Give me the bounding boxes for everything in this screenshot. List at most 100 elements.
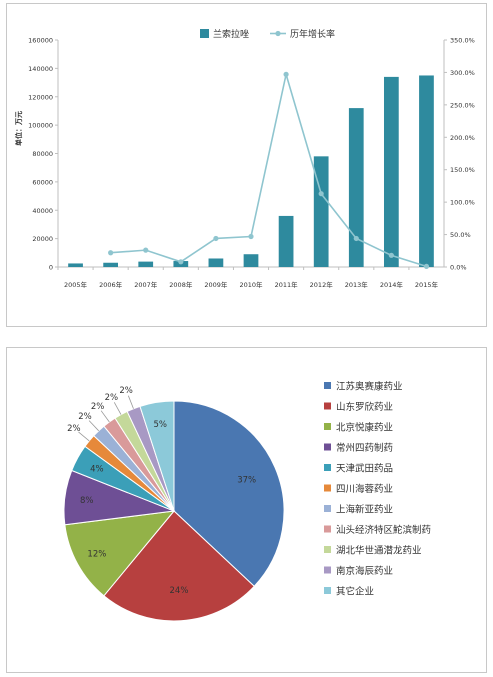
y2-tick-label: 150.0% [450, 166, 475, 174]
y-tick-label: 120000 [28, 93, 53, 101]
pie-data-label: 12% [87, 549, 106, 559]
legend-label-line: 历年增长率 [290, 28, 335, 40]
pie-data-label: 5% [153, 420, 167, 430]
y-tick-label: 80000 [32, 150, 53, 158]
pie-leader-line [127, 395, 134, 409]
legend-label-6: 上海新亚药业 [336, 504, 393, 516]
growth-rate-point [283, 71, 289, 77]
pie-leader-line [78, 431, 90, 442]
legend-swatch-3 [324, 443, 331, 451]
pie-data-label: 37% [237, 476, 256, 486]
legend-label-5: 四川海蓉药业 [336, 483, 393, 495]
legend-label-1: 山东罗欣药业 [336, 401, 393, 413]
x-tick-label: 2011年 [275, 280, 299, 289]
legend-swatch-5 [324, 484, 331, 492]
x-tick-label: 2015年 [415, 280, 439, 289]
y-tick-label: 160000 [28, 37, 53, 45]
pie-data-label: 24% [170, 586, 189, 596]
y2-tick-label: 200.0% [450, 134, 475, 142]
legend-swatch-9 [324, 566, 331, 574]
growth-rate-point [318, 191, 324, 197]
y2-tick-label: 250.0% [450, 101, 475, 109]
bar-2011年 [278, 215, 294, 267]
legend-label-4: 天津武田药品 [336, 463, 393, 475]
legend-swatch-8 [324, 546, 331, 553]
pie-chart-panel: 37% 24% 12% 8% 4% 2% 2% 2% 2% 2% 5% 江苏奥赛康药业 山东罗欣药业 北京… [6, 347, 487, 673]
bar-line-chart: 0 20000 40000 60000 80000 100000 120000 140000 1… [14, 28, 475, 289]
y-tick-label: 0 [49, 264, 53, 272]
growth-rate-point [143, 247, 149, 253]
growth-rate-point [178, 259, 184, 265]
pie-slice-0 [173, 400, 285, 588]
bar-2014年 [383, 76, 399, 267]
legend-label-7: 汕头经济特区鮀滨制药 [336, 524, 431, 536]
legend-swatch-1 [324, 402, 331, 410]
y2-tick-label: 100.0% [450, 199, 475, 207]
pie-data-label: 2% [91, 402, 105, 412]
legend-label-10: 其它企业 [336, 586, 374, 598]
pie-slice-10 [139, 400, 175, 512]
growth-rate-point [108, 250, 114, 256]
bar-2013年 [348, 108, 364, 267]
bar-2010年 [243, 254, 259, 267]
x-tick-label: 2013年 [345, 280, 369, 289]
legend-swatch-bar [200, 29, 209, 38]
pie-leader-line [100, 410, 110, 423]
pie-slice-1 [103, 510, 255, 622]
x-tick-label: 2007年 [134, 280, 158, 289]
bar-line-chart-panel: 0 20000 40000 60000 80000 100000 120000 140000 1… [6, 3, 487, 327]
legend-swatch-10 [324, 587, 331, 594]
legend-label-8: 湖北华世通潜龙药业 [336, 545, 422, 557]
legend-swatch-4 [324, 464, 331, 471]
pie-data-label: 2% [78, 412, 92, 422]
y-tick-label: 60000 [32, 178, 53, 186]
pie-slice-2 [64, 510, 176, 597]
bar-2009年 [208, 258, 224, 267]
y2-tick-label: 350.0% [450, 37, 475, 45]
pie-chart: 37%24%12%8%4%2%2%2%2%2%5%江苏奥赛康药业山东罗欣药业北京… [63, 381, 431, 622]
y2-tick-label: 50.0% [450, 231, 471, 239]
bar-2012年 [313, 156, 329, 267]
pie-data-label: 8% [80, 496, 94, 506]
x-tick-label: 2014年 [380, 280, 404, 289]
legend-label-bar: 兰索拉唑 [213, 28, 249, 40]
growth-rate-point [353, 235, 359, 242]
pie-data-label: 2% [119, 386, 133, 396]
y-tick-label: 100000 [28, 122, 53, 130]
legend-label-0: 江苏奥赛康药业 [336, 381, 403, 393]
pie-data-label: 4% [90, 465, 104, 475]
bar-2007年 [138, 261, 154, 267]
bar-2015年 [419, 75, 434, 267]
legend-swatch-0 [324, 382, 331, 389]
legend-swatch-6 [324, 505, 331, 512]
x-tick-label: 2009年 [204, 280, 228, 289]
x-tick-label: 2005年 [64, 280, 88, 289]
y-tick-label: 20000 [32, 235, 53, 243]
y-axis-title: 单位：万元 [14, 111, 23, 146]
legend-label-9: 南京海辰药业 [336, 565, 393, 577]
y-tick-label: 140000 [28, 65, 53, 73]
y2-tick-label: 0.0% [450, 264, 467, 272]
x-tick-label: 2012年 [310, 280, 334, 289]
y-tick-label: 40000 [32, 207, 53, 215]
x-tick-label: 2008年 [169, 280, 193, 289]
bar-2005年 [68, 263, 83, 267]
legend-swatch-marker [275, 30, 281, 37]
bar-2006年 [103, 262, 119, 267]
legend-swatch-2 [324, 423, 331, 430]
y2-tick-label: 300.0% [450, 69, 475, 77]
growth-rate-point [213, 235, 219, 242]
legend-label-2: 北京悦康药业 [336, 422, 393, 434]
legend-swatch-7 [324, 525, 331, 533]
growth-rate-point [388, 252, 394, 258]
legend-label-3: 常州四药制药 [336, 442, 393, 454]
pie-data-label: 2% [105, 393, 119, 403]
x-tick-label: 2006年 [99, 280, 123, 289]
pie-leader-line [113, 402, 122, 415]
x-tick-label: 2010年 [239, 280, 263, 289]
pie-leader-line [88, 420, 99, 432]
growth-rate-point [423, 263, 430, 269]
growth-rate-point [248, 233, 254, 240]
pie-data-label: 2% [67, 424, 81, 434]
growth-rate-line [110, 74, 427, 268]
